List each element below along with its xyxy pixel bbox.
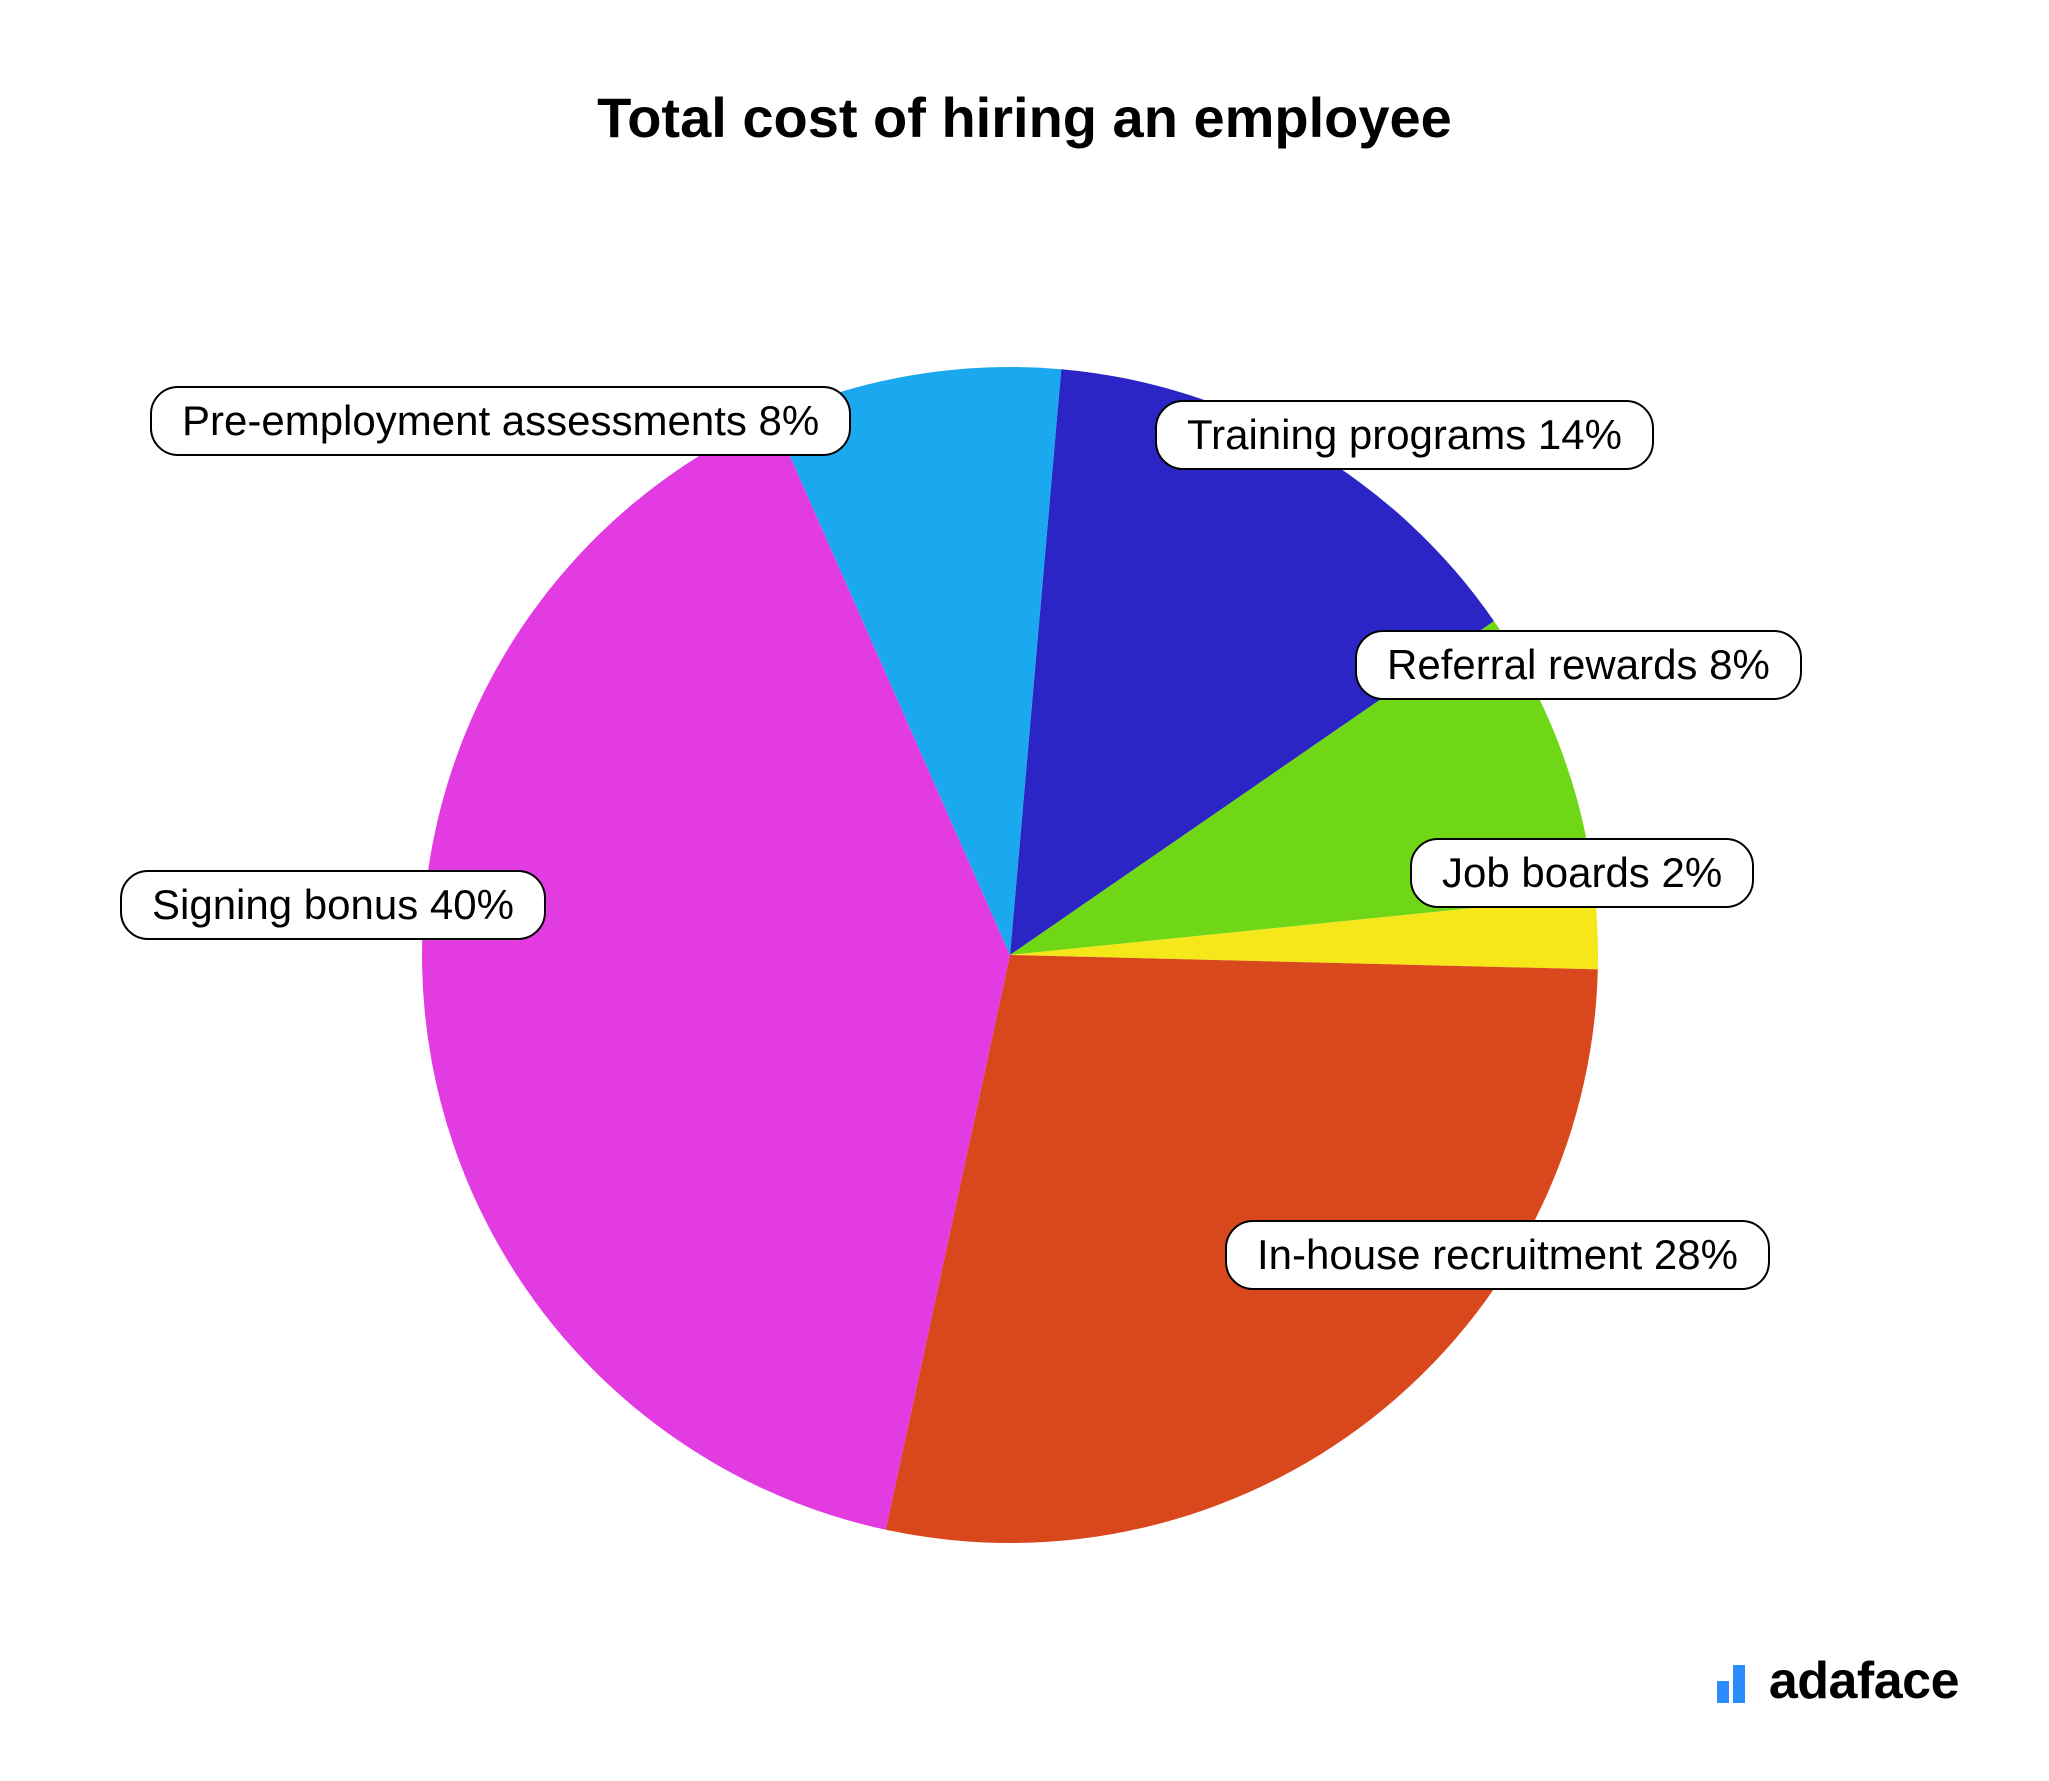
chart-container: Total cost of hiring an employee Trainin… — [0, 0, 2049, 1781]
brand-logo-icon — [1711, 1659, 1755, 1703]
brand: adaface — [1711, 1651, 1959, 1711]
chart-label: Training programs 14% — [1155, 400, 1654, 470]
chart-label: Signing bonus 40% — [120, 870, 546, 940]
brand-text: adaface — [1769, 1651, 1959, 1711]
chart-label: In-house recruitment 28% — [1225, 1220, 1770, 1290]
chart-label: Referral rewards 8% — [1355, 630, 1802, 700]
chart-label: Job boards 2% — [1410, 838, 1754, 908]
chart-label: Pre-employment assessments 8% — [150, 386, 851, 456]
